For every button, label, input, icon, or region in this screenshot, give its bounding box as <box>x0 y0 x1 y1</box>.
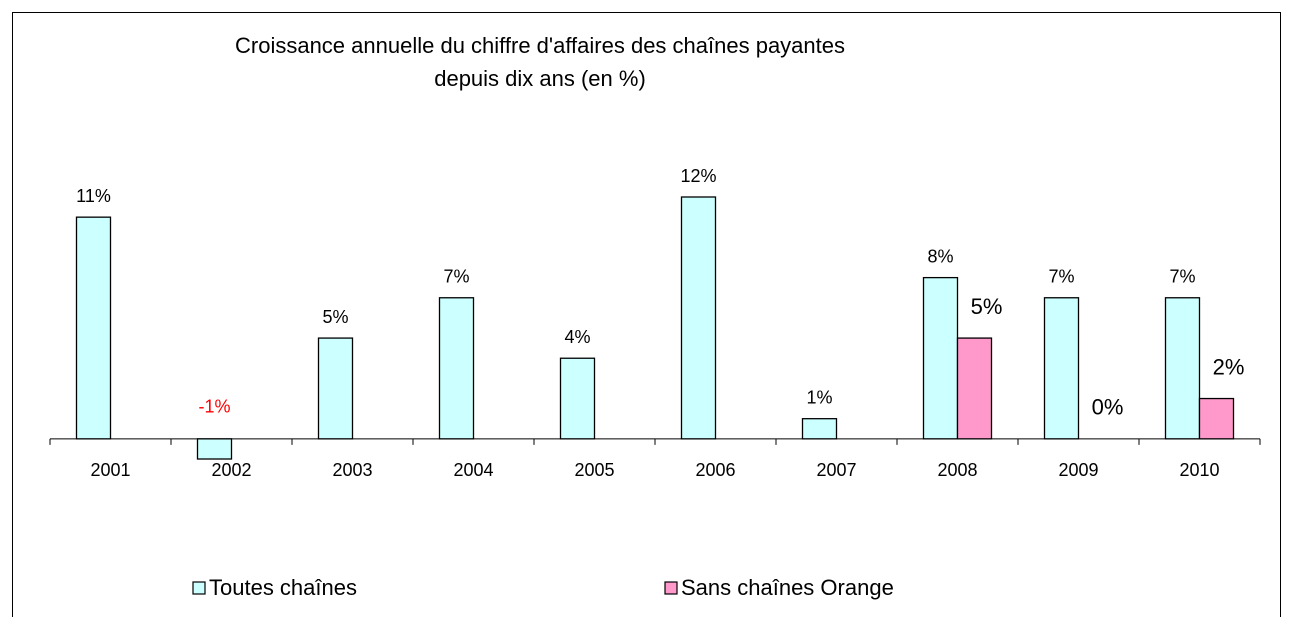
legend-swatch <box>192 581 206 595</box>
x-tick-label: 2009 <box>1058 460 1098 480</box>
bar <box>1198 397 1235 440</box>
bar <box>559 357 596 440</box>
chart-title: depuis dix ans (en %) <box>434 66 646 91</box>
x-tick-label: 2003 <box>332 460 372 480</box>
x-tick-label: 2001 <box>90 460 130 480</box>
x-tick-label: 2007 <box>816 460 856 480</box>
value-label: 4% <box>564 327 590 347</box>
value-label: 0% <box>1092 395 1124 420</box>
value-label: 1% <box>806 387 832 407</box>
legend-label: Toutes chaînes <box>209 575 357 600</box>
bar <box>1043 297 1080 440</box>
x-tick-label: 2010 <box>1179 460 1219 480</box>
value-label: 5% <box>971 294 1003 319</box>
value-label: 7% <box>443 267 469 287</box>
frame <box>12 12 1281 617</box>
value-label: 11% <box>76 186 111 206</box>
value-label: 2% <box>1213 354 1245 379</box>
value-label: 12% <box>680 166 716 186</box>
x-tick-label: 2005 <box>574 460 614 480</box>
bar <box>680 196 717 440</box>
bar <box>438 297 475 440</box>
bar <box>317 337 354 440</box>
bar <box>1164 297 1201 440</box>
bar <box>196 438 233 460</box>
bar <box>922 276 959 440</box>
legend-label: Sans chaînes Orange <box>681 575 894 600</box>
value-label: 8% <box>927 246 953 266</box>
bar <box>801 418 838 440</box>
chart-title: Croissance annuelle du chiffre d'affaire… <box>235 33 845 58</box>
value-label: -1% <box>198 397 230 417</box>
value-label: 7% <box>1169 267 1195 287</box>
legend-swatch <box>664 581 678 595</box>
value-label: 7% <box>1048 267 1074 287</box>
x-tick-label: 2008 <box>937 460 977 480</box>
value-label: 5% <box>322 307 348 327</box>
bar <box>956 337 993 440</box>
x-tick-label: 2004 <box>453 460 493 480</box>
x-tick-label: 2002 <box>211 460 251 480</box>
bar <box>75 216 112 440</box>
x-tick-label: 2006 <box>695 460 735 480</box>
